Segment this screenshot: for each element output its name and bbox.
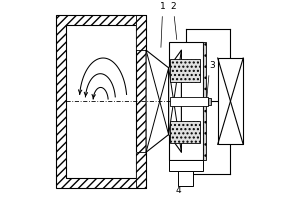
Bar: [169, 42, 203, 160]
Text: 1: 1: [160, 2, 166, 47]
Polygon shape: [146, 50, 169, 152]
Bar: [169, 59, 200, 82]
Bar: [136, 152, 146, 188]
Bar: [170, 97, 208, 106]
Bar: [218, 58, 243, 144]
Bar: [136, 15, 146, 50]
Bar: [56, 15, 146, 188]
Text: 4: 4: [176, 174, 181, 195]
Bar: [178, 171, 193, 186]
Bar: [66, 25, 136, 178]
Bar: [169, 160, 203, 171]
Bar: [56, 15, 146, 188]
Text: 3: 3: [209, 61, 215, 70]
Bar: [203, 42, 206, 160]
Bar: [169, 121, 200, 143]
Bar: [136, 15, 146, 50]
Polygon shape: [169, 50, 182, 152]
Bar: [208, 98, 211, 105]
Text: 2: 2: [170, 2, 177, 40]
Bar: [136, 152, 146, 188]
